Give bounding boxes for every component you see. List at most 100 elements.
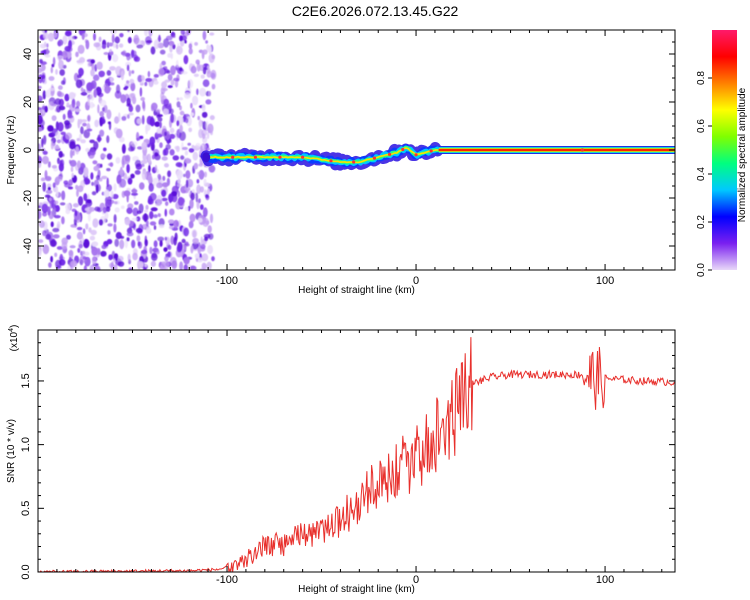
noise-blob bbox=[64, 139, 70, 144]
noise-blob bbox=[107, 223, 113, 227]
signal-hotspot bbox=[231, 155, 235, 159]
noise-blob bbox=[119, 178, 127, 188]
signal-hotspot bbox=[580, 148, 584, 152]
noise-blob bbox=[167, 251, 171, 258]
noise-blob bbox=[141, 75, 145, 81]
noise-blob bbox=[175, 59, 179, 68]
noise-blob bbox=[153, 74, 159, 78]
noise-blob bbox=[109, 82, 115, 86]
noise-blob bbox=[177, 183, 183, 187]
noise-blob bbox=[116, 84, 121, 94]
noise-blob bbox=[50, 66, 53, 74]
noise-blob bbox=[111, 33, 115, 44]
noise-blob bbox=[173, 219, 180, 228]
noise-blob bbox=[83, 193, 88, 202]
noise-blob bbox=[44, 175, 52, 182]
signal-hotspot bbox=[372, 156, 377, 160]
noise-blob bbox=[179, 124, 183, 133]
noise-blob bbox=[144, 81, 148, 87]
noise-blob bbox=[75, 79, 83, 89]
noise-blob bbox=[209, 32, 215, 36]
noise-blob bbox=[134, 201, 139, 205]
noise-blob bbox=[184, 187, 191, 192]
noise-blob bbox=[98, 70, 105, 78]
noise-blob bbox=[56, 221, 61, 229]
noise-blob bbox=[124, 85, 129, 89]
noise-blob bbox=[80, 126, 84, 135]
noise-blob bbox=[40, 177, 46, 182]
signal-hotspot bbox=[401, 147, 405, 152]
noise-blob bbox=[39, 59, 43, 64]
noise-blob bbox=[66, 102, 70, 107]
noise-blob bbox=[41, 105, 47, 110]
noise-blob bbox=[48, 262, 52, 268]
noise-blob bbox=[195, 192, 199, 203]
noise-blob bbox=[109, 66, 116, 71]
noise-blob bbox=[131, 192, 138, 196]
noise-blob bbox=[194, 253, 200, 259]
noise-blob bbox=[61, 80, 65, 85]
noise-blob bbox=[96, 61, 103, 70]
noise-blob bbox=[188, 148, 195, 153]
noise-blob bbox=[69, 159, 77, 167]
noise-blob bbox=[111, 250, 116, 260]
noise-blob bbox=[52, 227, 60, 233]
noise-blob bbox=[43, 32, 49, 40]
bottom-y-tick-label: 1.5 bbox=[20, 373, 32, 388]
noise-blob bbox=[198, 198, 201, 204]
noise-blob bbox=[132, 187, 136, 193]
noise-blob bbox=[205, 99, 212, 105]
noise-blob bbox=[210, 130, 213, 136]
noise-blob bbox=[184, 39, 187, 44]
noise-blob bbox=[177, 178, 181, 184]
noise-blob bbox=[126, 207, 133, 214]
noise-blob bbox=[46, 48, 49, 56]
noise-blob bbox=[149, 221, 157, 226]
signal-hotspot bbox=[278, 155, 282, 159]
noise-blob bbox=[89, 101, 94, 109]
noise-blob bbox=[147, 174, 153, 183]
noise-blob bbox=[201, 253, 209, 262]
noise-blob bbox=[163, 260, 170, 268]
noise-blob bbox=[208, 53, 215, 64]
noise-blob bbox=[185, 179, 189, 188]
noise-blob bbox=[78, 67, 84, 77]
noise-blob bbox=[142, 100, 146, 110]
noise-blob bbox=[198, 128, 204, 139]
noise-blob bbox=[93, 32, 96, 41]
colorbar bbox=[712, 30, 737, 270]
noise-blob bbox=[77, 44, 85, 55]
noise-blob bbox=[190, 102, 193, 109]
noise-blob bbox=[77, 185, 84, 193]
noise-blob bbox=[83, 167, 89, 177]
noise-blob bbox=[87, 61, 91, 68]
noise-blob bbox=[53, 31, 58, 39]
noise-blob bbox=[200, 236, 203, 246]
noise-blob bbox=[95, 184, 99, 194]
noise-blob bbox=[134, 170, 141, 175]
noise-blob bbox=[188, 79, 194, 89]
noise-blob bbox=[107, 162, 113, 167]
noise-blob bbox=[61, 190, 66, 201]
noise-blob bbox=[115, 231, 122, 240]
noise-blob bbox=[150, 260, 156, 267]
noise-blob bbox=[90, 229, 97, 236]
noise-blob bbox=[106, 109, 112, 120]
noise-blob bbox=[158, 34, 161, 43]
noise-blob bbox=[179, 97, 183, 101]
noise-blob bbox=[198, 169, 205, 180]
noise-blob bbox=[89, 207, 95, 212]
noise-blob bbox=[187, 205, 191, 212]
noise-blob bbox=[161, 197, 168, 202]
noise-blob bbox=[99, 99, 107, 107]
noise-blob bbox=[47, 161, 51, 168]
noise-blob bbox=[161, 60, 166, 66]
noise-blob bbox=[98, 219, 104, 226]
noise-blob bbox=[121, 160, 125, 169]
noise-blob bbox=[55, 131, 61, 140]
noise-blob bbox=[76, 226, 83, 231]
noise-blob bbox=[205, 40, 209, 44]
noise-blob bbox=[109, 77, 114, 83]
noise-blob bbox=[107, 230, 111, 235]
noise-blob bbox=[135, 228, 143, 233]
